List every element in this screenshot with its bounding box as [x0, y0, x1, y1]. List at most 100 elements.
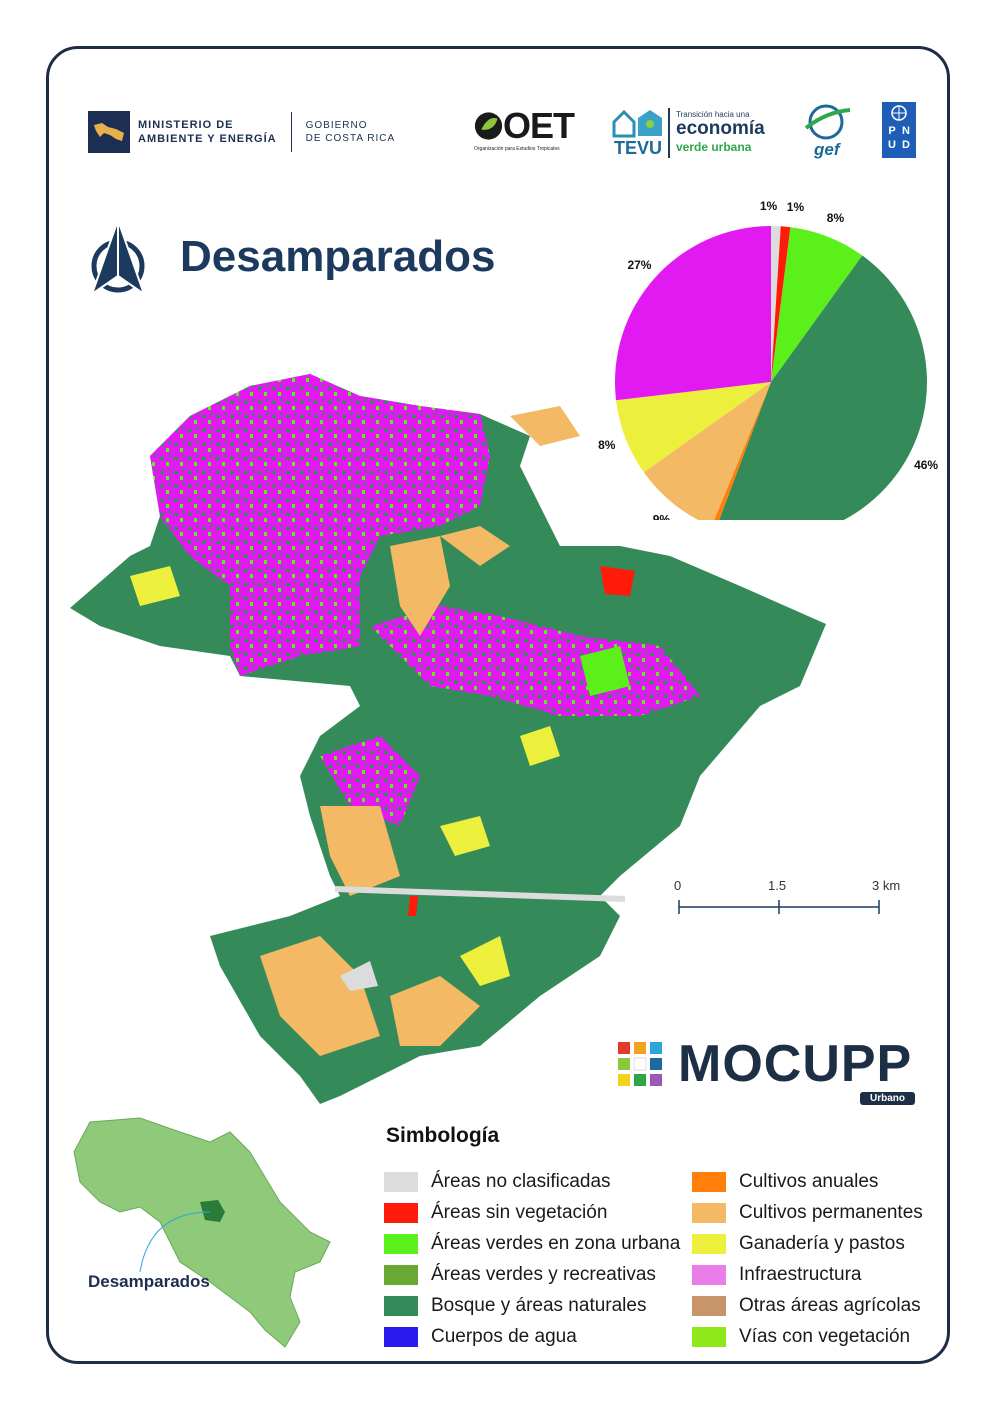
undp-letter: D	[902, 139, 910, 151]
land-use-pie-chart: 1% 1% 8% 46% 9% 8% 27%	[596, 180, 968, 538]
legend-item: Áreas sin vegetación	[384, 1197, 680, 1228]
mocupp-wordmark: MOCUPP	[678, 1035, 913, 1093]
costa-rica-map-icon	[88, 111, 130, 153]
legend-swatch	[384, 1295, 418, 1316]
pie-slice	[616, 382, 771, 473]
logo-divider	[290, 112, 292, 152]
pie-slice	[771, 227, 863, 382]
crop-patch-2	[440, 526, 510, 566]
legend-item: Áreas no clasificadas	[384, 1166, 680, 1197]
legend-label: Áreas verdes en zona urbana	[431, 1232, 681, 1254]
gef-name: gef	[814, 140, 840, 159]
legend-label: Áreas sin vegetación	[431, 1201, 608, 1223]
legend-item: Cultivos permanentes	[692, 1197, 923, 1228]
legend-swatch	[692, 1264, 726, 1285]
bare-area-1	[600, 566, 635, 596]
ministry-logo: MINISTERIO DE AMBIENTE Y ENERGÍA GOBIERN…	[88, 108, 438, 156]
legend-item: Áreas verdes y recreativas	[384, 1259, 680, 1290]
tevu-divider	[668, 108, 670, 158]
pie-slice	[771, 226, 791, 382]
crop-patch-1	[390, 536, 450, 636]
gef-globe-icon	[804, 104, 851, 140]
legend-item: Infraestructura	[692, 1259, 923, 1290]
legend-item: Cultivos anuales	[692, 1166, 923, 1197]
legend-label: Bosque y áreas naturales	[431, 1294, 647, 1316]
oet-name: OET	[502, 105, 575, 146]
pie-slice	[716, 255, 927, 538]
legend-swatch	[384, 1264, 418, 1285]
unclassified-patch	[340, 961, 378, 991]
legend-swatch	[692, 1233, 726, 1254]
crop-patch-5	[260, 936, 380, 1056]
legend-label: Otras áreas agrícolas	[739, 1294, 921, 1316]
legend-column-left: Áreas no clasificadas Áreas sin vegetació…	[384, 1166, 680, 1352]
oet-subtitle: Organización para Estudios Tropicales	[474, 146, 560, 152]
urban-zone-north	[150, 374, 490, 676]
road-unclassified	[335, 886, 625, 902]
inset-label: Desamparados	[88, 1272, 210, 1291]
crop-patch-4	[320, 806, 400, 896]
legend-label: Infraestructura	[739, 1263, 862, 1285]
pie-value-label: 1%	[787, 200, 805, 214]
legend-item: Cuerpos de agua	[384, 1321, 680, 1352]
scale-bar: 0 1.5 3 km	[660, 876, 910, 926]
legend-label: Cuerpos de agua	[431, 1325, 577, 1347]
pasture-patch-1	[130, 566, 180, 606]
government-name: GOBIERNO DE COSTA RICA	[305, 120, 396, 144]
pasture-patch-3	[460, 936, 510, 986]
legend-label: Vías con vegetación	[739, 1325, 911, 1347]
legend-column-right: Cultivos anuales Cultivos permanentes Gana…	[692, 1166, 923, 1352]
pie-slice	[771, 226, 781, 382]
pie-value-label: 46%	[914, 458, 938, 472]
tevu-verde-urbana: verde urbana	[676, 140, 752, 154]
mocupp-logo: MOCUPP Urbano	[616, 1035, 926, 1112]
ministry-name: MINISTERIO DE AMBIENTE Y ENERGÍA	[138, 119, 277, 145]
tevu-economia: economía	[676, 118, 765, 139]
undp-letter: N	[902, 125, 910, 137]
pie-slice	[615, 226, 771, 401]
pie-slice	[643, 382, 771, 527]
land-cover-map	[60, 356, 840, 1116]
legend-title: Simbología	[386, 1124, 500, 1147]
urban-zone-south	[320, 736, 420, 826]
crop-patch-6	[390, 976, 480, 1046]
gef-logo: gef	[802, 102, 854, 160]
scale-label-1-5: 1.5	[768, 878, 787, 893]
legend-label: Cultivos permanentes	[739, 1201, 923, 1223]
oet-logo: OET Organización para Estudios Tropicale…	[474, 105, 575, 164]
pasture-patch-2	[520, 726, 560, 766]
pie-slice	[711, 382, 771, 529]
legend-swatch	[692, 1326, 726, 1347]
legend-item: Ganadería y pastos	[692, 1228, 923, 1259]
pie-value-label: 8%	[827, 211, 845, 225]
map-title: Desamparados	[180, 232, 496, 281]
legend-item: Otras áreas agrícolas	[692, 1290, 923, 1321]
pie-value-label: 27%	[627, 258, 651, 272]
tevu-houses-icon	[612, 109, 662, 138]
tevu-tagline: Transición hacia una	[676, 110, 750, 119]
scale-label-0: 0	[674, 878, 682, 893]
pasture-patch-4	[440, 816, 490, 856]
mocupp-urbano-badge: Urbano	[860, 1092, 915, 1105]
north-arrow-icon	[86, 216, 150, 298]
legend-label: Áreas no clasificadas	[431, 1170, 611, 1192]
legend-swatch	[384, 1326, 418, 1347]
legend-swatch	[384, 1233, 418, 1254]
undp-letter: P	[888, 125, 896, 137]
pie-value-label: 8%	[598, 438, 616, 452]
scale-label-3km: 3 km	[872, 878, 901, 893]
legend-label: Ganadería y pastos	[739, 1232, 905, 1254]
oet-leaf-icon	[474, 112, 503, 140]
legend-swatch	[384, 1202, 418, 1223]
legend-item: Vías con vegetación	[692, 1321, 923, 1352]
pie-value-label: 1%	[760, 199, 778, 213]
legend-label: Cultivos anuales	[739, 1170, 879, 1192]
undp-letter: U	[888, 139, 896, 151]
mocupp-grid-icon	[618, 1042, 662, 1086]
desamparados-highlight	[200, 1200, 225, 1222]
costa-rica-silhouette	[73, 1117, 331, 1348]
bare-area-2	[408, 896, 418, 916]
legend-swatch	[384, 1171, 418, 1192]
inset-pointer	[139, 1211, 211, 1273]
